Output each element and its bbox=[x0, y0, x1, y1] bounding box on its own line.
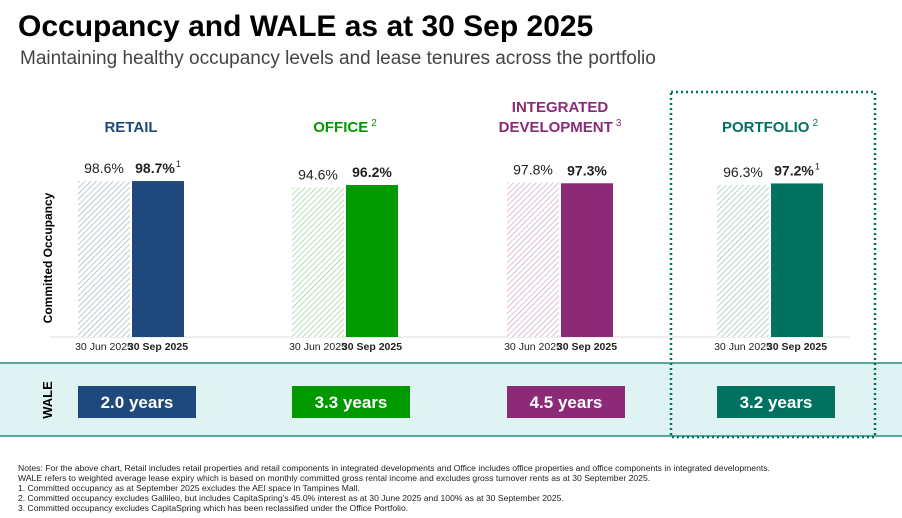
bar bbox=[771, 183, 823, 337]
x-tick-label: 30 Jun 2025 bbox=[75, 341, 133, 353]
wale-box bbox=[717, 386, 835, 418]
y-axis-label: Committed Occupancy bbox=[41, 192, 55, 323]
x-tick-label: 30 Jun 2025 bbox=[714, 341, 772, 353]
wale-value: 4.5 years bbox=[530, 393, 603, 412]
bar bbox=[561, 183, 613, 337]
bar bbox=[346, 185, 398, 337]
wale-value: 3.2 years bbox=[740, 393, 813, 412]
note: 1. Committed occupancy as at September 2… bbox=[18, 483, 360, 493]
note: 3. Committed occupancy excludes CapitaSp… bbox=[18, 503, 408, 513]
bar bbox=[78, 181, 130, 337]
note: 2. Committed occupancy excludes Gallileo… bbox=[18, 493, 564, 503]
value-label: 97.3% bbox=[567, 162, 607, 178]
bar bbox=[717, 184, 769, 337]
slide-title: Occupancy and WALE as at 30 Sep 2025 bbox=[18, 10, 593, 43]
panel-title: PORTFOLIO 2 bbox=[722, 118, 819, 136]
portfolio-highlight bbox=[669, 90, 877, 439]
panel-title: DEVELOPMENT 3 bbox=[499, 118, 622, 136]
value-label: 96.3% bbox=[723, 164, 763, 180]
value-label: 94.6% bbox=[298, 167, 338, 183]
slide-subtitle: Maintaining healthy occupancy levels and… bbox=[20, 48, 656, 69]
value-label: 97.8% bbox=[513, 161, 553, 177]
bar bbox=[292, 187, 344, 337]
x-tick-label: 30 Jun 2025 bbox=[504, 341, 562, 353]
x-tick-label: 30 Sep 2025 bbox=[342, 341, 402, 353]
value-label: 97.2%1 bbox=[774, 161, 820, 178]
wale-value: 3.3 years bbox=[315, 393, 388, 412]
wale-box bbox=[292, 386, 410, 418]
x-tick-label: 30 Jun 2025 bbox=[289, 341, 347, 353]
value-label: 98.7%1 bbox=[135, 159, 181, 176]
x-tick-label: 30 Sep 2025 bbox=[557, 341, 617, 353]
x-tick-label: 30 Sep 2025 bbox=[767, 341, 827, 353]
wale-box bbox=[78, 386, 196, 418]
panel-title: RETAIL bbox=[104, 119, 157, 136]
note: Notes: For the above chart, Retail inclu… bbox=[18, 463, 770, 473]
panel-title: INTEGRATED bbox=[512, 99, 609, 116]
wale-label: WALE bbox=[40, 381, 55, 419]
panel-title: OFFICE 2 bbox=[313, 118, 377, 136]
x-tick-label: 30 Sep 2025 bbox=[128, 341, 188, 353]
bar bbox=[132, 181, 184, 337]
value-label: 98.6% bbox=[84, 160, 124, 176]
wale-value: 2.0 years bbox=[101, 393, 174, 412]
wale-box bbox=[507, 386, 625, 418]
note: WALE refers to weighted average lease ex… bbox=[18, 473, 650, 483]
value-label: 96.2% bbox=[352, 164, 392, 180]
bar bbox=[507, 182, 559, 337]
